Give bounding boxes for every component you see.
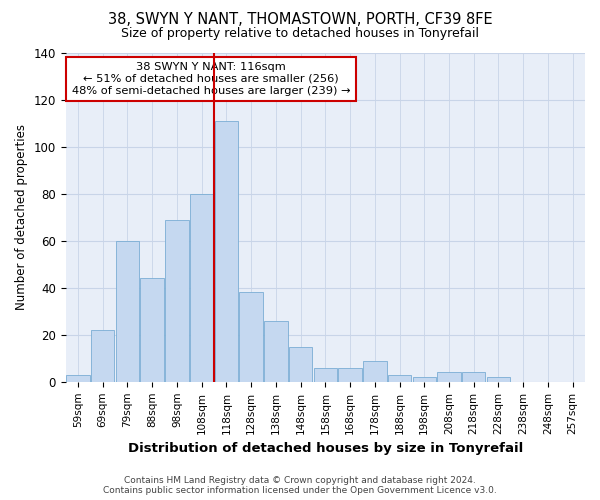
Text: Size of property relative to detached houses in Tonyrefail: Size of property relative to detached ho…: [121, 28, 479, 40]
Text: 38 SWYN Y NANT: 116sqm
← 51% of detached houses are smaller (256)
48% of semi-de: 38 SWYN Y NANT: 116sqm ← 51% of detached…: [72, 62, 350, 96]
Bar: [437, 372, 461, 382]
Bar: [190, 194, 214, 382]
Text: Contains HM Land Registry data © Crown copyright and database right 2024.
Contai: Contains HM Land Registry data © Crown c…: [103, 476, 497, 495]
Bar: [264, 320, 287, 382]
Bar: [363, 360, 386, 382]
Bar: [338, 368, 362, 382]
Bar: [487, 377, 510, 382]
Bar: [314, 368, 337, 382]
Bar: [413, 377, 436, 382]
Bar: [215, 120, 238, 382]
Bar: [388, 375, 411, 382]
Bar: [66, 375, 90, 382]
Bar: [239, 292, 263, 382]
Bar: [165, 220, 188, 382]
Bar: [462, 372, 485, 382]
Text: 38, SWYN Y NANT, THOMASTOWN, PORTH, CF39 8FE: 38, SWYN Y NANT, THOMASTOWN, PORTH, CF39…: [107, 12, 493, 28]
Bar: [289, 346, 313, 382]
Bar: [116, 240, 139, 382]
Bar: [140, 278, 164, 382]
X-axis label: Distribution of detached houses by size in Tonyrefail: Distribution of detached houses by size …: [128, 442, 523, 455]
Y-axis label: Number of detached properties: Number of detached properties: [15, 124, 28, 310]
Bar: [91, 330, 115, 382]
